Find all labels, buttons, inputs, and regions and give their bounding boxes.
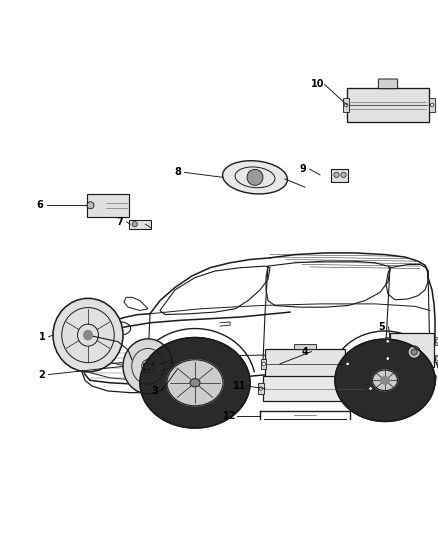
FancyBboxPatch shape bbox=[261, 359, 266, 369]
Ellipse shape bbox=[123, 339, 173, 394]
Text: 8: 8 bbox=[175, 167, 181, 177]
Ellipse shape bbox=[190, 378, 200, 387]
Ellipse shape bbox=[167, 360, 223, 406]
Text: 1: 1 bbox=[39, 332, 46, 342]
FancyBboxPatch shape bbox=[331, 169, 348, 182]
Circle shape bbox=[247, 169, 263, 185]
Circle shape bbox=[341, 172, 346, 177]
Text: 9: 9 bbox=[300, 164, 306, 174]
Circle shape bbox=[436, 340, 438, 343]
Circle shape bbox=[369, 387, 372, 390]
Circle shape bbox=[334, 172, 339, 177]
Circle shape bbox=[436, 357, 438, 360]
Ellipse shape bbox=[335, 339, 435, 422]
Circle shape bbox=[430, 103, 434, 107]
Circle shape bbox=[132, 222, 138, 227]
Text: 7: 7 bbox=[117, 217, 124, 227]
FancyBboxPatch shape bbox=[343, 99, 349, 111]
Ellipse shape bbox=[53, 298, 123, 372]
Circle shape bbox=[87, 202, 94, 209]
Text: 10: 10 bbox=[311, 79, 325, 90]
FancyBboxPatch shape bbox=[378, 79, 398, 88]
FancyBboxPatch shape bbox=[262, 376, 367, 401]
Circle shape bbox=[198, 367, 202, 371]
Circle shape bbox=[262, 362, 265, 366]
Circle shape bbox=[386, 340, 389, 343]
Circle shape bbox=[344, 103, 348, 107]
Text: 12: 12 bbox=[223, 410, 237, 421]
FancyBboxPatch shape bbox=[429, 99, 434, 111]
FancyBboxPatch shape bbox=[347, 88, 429, 122]
FancyBboxPatch shape bbox=[435, 354, 438, 362]
Text: 4: 4 bbox=[302, 346, 308, 357]
FancyBboxPatch shape bbox=[187, 363, 202, 376]
FancyBboxPatch shape bbox=[265, 350, 345, 378]
Ellipse shape bbox=[372, 370, 398, 391]
Ellipse shape bbox=[84, 330, 92, 340]
Text: 6: 6 bbox=[37, 200, 43, 211]
Text: 2: 2 bbox=[39, 369, 46, 379]
Circle shape bbox=[346, 362, 350, 366]
Ellipse shape bbox=[223, 161, 287, 194]
Ellipse shape bbox=[140, 337, 250, 428]
FancyBboxPatch shape bbox=[368, 383, 374, 394]
FancyBboxPatch shape bbox=[389, 333, 434, 367]
FancyBboxPatch shape bbox=[346, 359, 350, 369]
FancyBboxPatch shape bbox=[435, 337, 438, 345]
Text: 5: 5 bbox=[378, 322, 385, 332]
FancyBboxPatch shape bbox=[385, 354, 390, 362]
FancyBboxPatch shape bbox=[87, 194, 129, 217]
Circle shape bbox=[408, 346, 420, 358]
Circle shape bbox=[259, 387, 262, 390]
Circle shape bbox=[411, 349, 417, 355]
Text: 11: 11 bbox=[233, 381, 247, 391]
FancyBboxPatch shape bbox=[258, 383, 264, 394]
FancyBboxPatch shape bbox=[129, 220, 151, 229]
Ellipse shape bbox=[381, 377, 389, 384]
Circle shape bbox=[386, 357, 389, 360]
FancyBboxPatch shape bbox=[385, 337, 390, 345]
Text: 3: 3 bbox=[152, 386, 159, 396]
FancyBboxPatch shape bbox=[294, 344, 316, 350]
